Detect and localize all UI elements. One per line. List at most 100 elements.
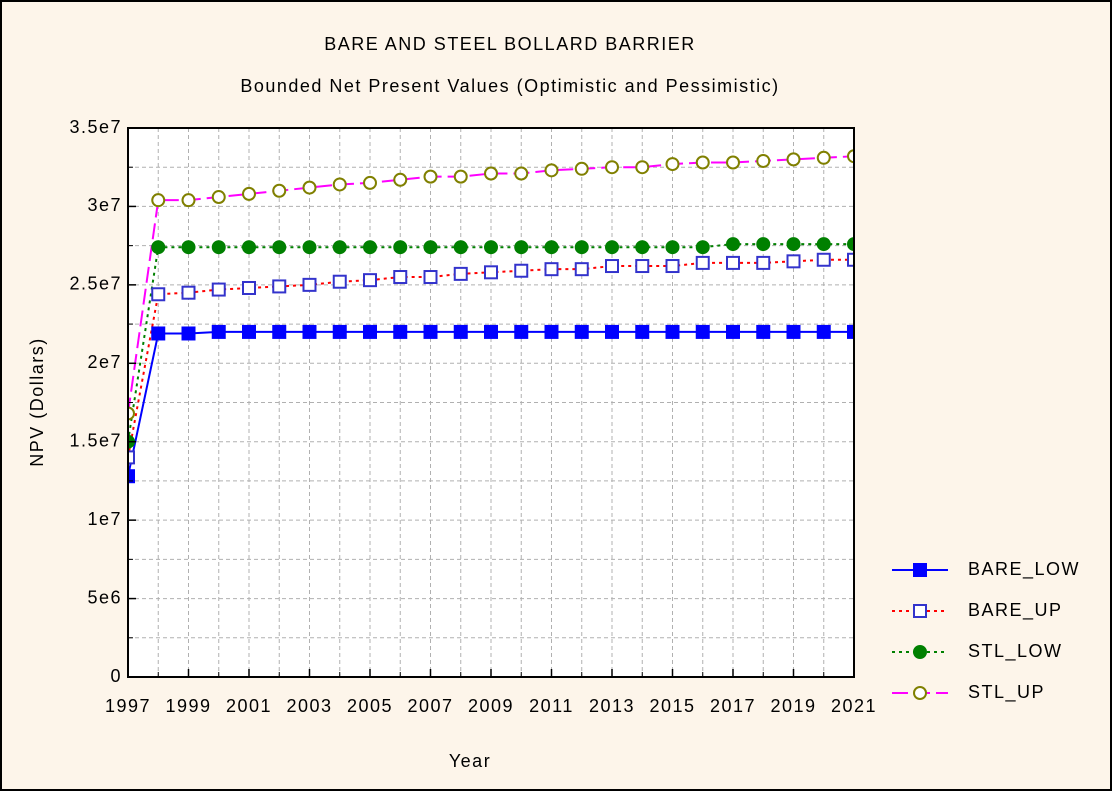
x-tick-label: 2019 [770,696,816,716]
x-axis-label: Year [449,751,491,771]
x-tick-label: 1997 [105,696,151,716]
marker [756,153,771,168]
marker [242,186,256,201]
marker [363,240,377,255]
y-tick-label: 3.5e7 [69,117,122,137]
legend-marker [913,604,927,618]
marker [363,175,377,190]
marker [605,240,619,255]
marker [726,255,740,270]
marker [665,324,680,339]
x-tick-label: 2009 [468,696,514,716]
marker [302,240,317,255]
marker [665,259,680,274]
marker [816,252,831,267]
chart-title: BARE AND STEEL BOLLARD BARRIER [324,34,695,54]
marker [211,240,226,255]
marker [423,169,438,184]
marker [484,240,498,255]
marker [514,240,529,255]
marker [272,324,287,339]
marker [332,274,347,289]
marker [272,240,287,255]
marker [514,263,529,278]
marker [726,237,740,252]
marker [393,270,408,285]
marker [453,266,468,281]
marker [302,277,317,292]
y-tick-label: 5e6 [87,587,122,607]
x-tick-label: 2005 [347,696,393,716]
marker [695,255,710,270]
marker [816,324,831,339]
x-tick-label: 2011 [529,696,574,716]
marker [635,259,650,274]
grid [127,127,855,678]
marker [128,450,135,465]
x-tick-label: 2001 [226,696,272,716]
y-tick-label: 2e7 [87,352,122,372]
marker [544,324,559,339]
x-tick-label: 2017 [710,696,756,716]
y-tick-label: 2.5e7 [69,274,122,294]
marker [695,324,710,339]
marker [393,172,408,187]
marker [605,160,619,175]
marker [574,240,589,255]
marker [695,240,710,255]
marker [272,183,287,198]
marker [423,240,438,255]
marker [514,324,529,339]
marker [332,324,347,339]
marker [786,254,801,269]
x-tick-label: 2015 [649,696,695,716]
marker [423,324,438,339]
marker [242,324,256,339]
marker [605,324,619,339]
marker [756,324,771,339]
marker [756,255,771,270]
marker [151,287,166,302]
y-tick-label: 1e7 [87,509,122,529]
x-tick-label: 2003 [286,696,332,716]
data-layer [128,149,855,484]
marker [423,270,438,285]
marker [574,324,589,339]
y-tick-label: 3e7 [87,195,122,215]
y-axis-label: NPV (Dollars) [27,337,47,467]
labels: 0 5e6 1e7 1.5e7 2e7 2.5e7 3e7 3.5e7 1997 1999 2001… [69,117,1078,716]
marker [786,152,801,167]
marker [484,166,498,181]
legend-marker [913,563,927,577]
marker [302,324,317,339]
marker [181,193,196,208]
marker [363,324,377,339]
marker [393,240,408,255]
marker [786,237,801,252]
x-tick-label: 2007 [407,696,453,716]
marker [211,282,226,297]
marker [665,240,680,255]
x-tick-label: 2021 [831,696,877,716]
marker [635,240,650,255]
marker [635,160,650,175]
marker [484,324,498,339]
marker [635,324,650,339]
x-tick-label: 2013 [589,696,635,716]
legend-marker [913,686,927,700]
marker [151,193,166,208]
marker [544,262,559,277]
marker [544,163,559,178]
marker [665,157,680,172]
marker [242,280,256,295]
marker [453,169,468,184]
marker [242,240,256,255]
legend-marker [913,645,927,659]
marker [453,324,468,339]
marker [151,240,166,255]
marker [181,326,196,341]
legend-label: STL_LOW [968,641,1063,662]
marker [574,262,589,277]
marker [605,259,619,274]
